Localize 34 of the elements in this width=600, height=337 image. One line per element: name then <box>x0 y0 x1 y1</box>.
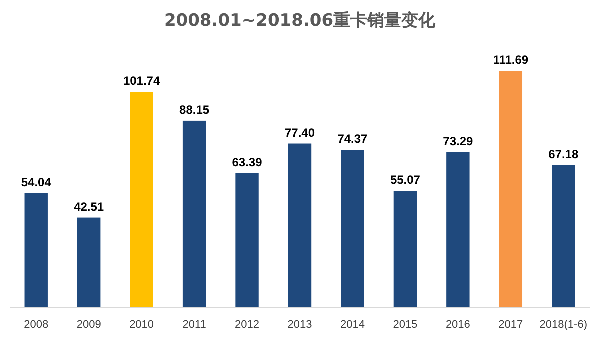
bar <box>394 191 418 308</box>
x-tick-label: 2016 <box>446 319 470 331</box>
bar <box>182 120 206 308</box>
data-label: 74.37 <box>338 132 368 146</box>
bar <box>499 71 523 308</box>
bar <box>288 144 312 308</box>
bar <box>24 193 48 308</box>
bar <box>552 165 576 308</box>
x-tick-label: 2012 <box>235 319 260 331</box>
data-label: 101.74 <box>123 74 160 88</box>
x-tick-label: 2008 <box>24 319 49 331</box>
data-label: 88.15 <box>180 102 210 117</box>
x-tick-label: 2017 <box>498 319 524 331</box>
x-tick-label: 2013 <box>288 319 312 331</box>
data-label: 55.07 <box>390 173 421 188</box>
chart-title: 2008.01~2018.06重卡销量变化 <box>164 11 437 31</box>
bar <box>130 92 154 308</box>
bar <box>236 173 259 308</box>
data-label: 111.69 <box>493 53 529 67</box>
data-label: 42.51 <box>74 200 104 214</box>
data-label: 77.40 <box>284 126 316 140</box>
data-label: 73.29 <box>443 134 474 148</box>
x-tick-label: 2015 <box>393 319 418 331</box>
data-label: 67.18 <box>548 147 579 162</box>
x-tick-label: 2018(1-6) <box>540 319 588 331</box>
data-label: 54.04 <box>21 175 52 190</box>
x-tick-label: 2011 <box>182 319 206 331</box>
bar <box>446 152 470 308</box>
x-tick-label: 2014 <box>340 319 365 331</box>
bar <box>77 218 101 308</box>
x-tick-label: 2009 <box>76 319 102 331</box>
data-label: 63.39 <box>232 155 263 170</box>
x-tick-label: 2010 <box>130 319 154 331</box>
bar <box>341 150 364 308</box>
